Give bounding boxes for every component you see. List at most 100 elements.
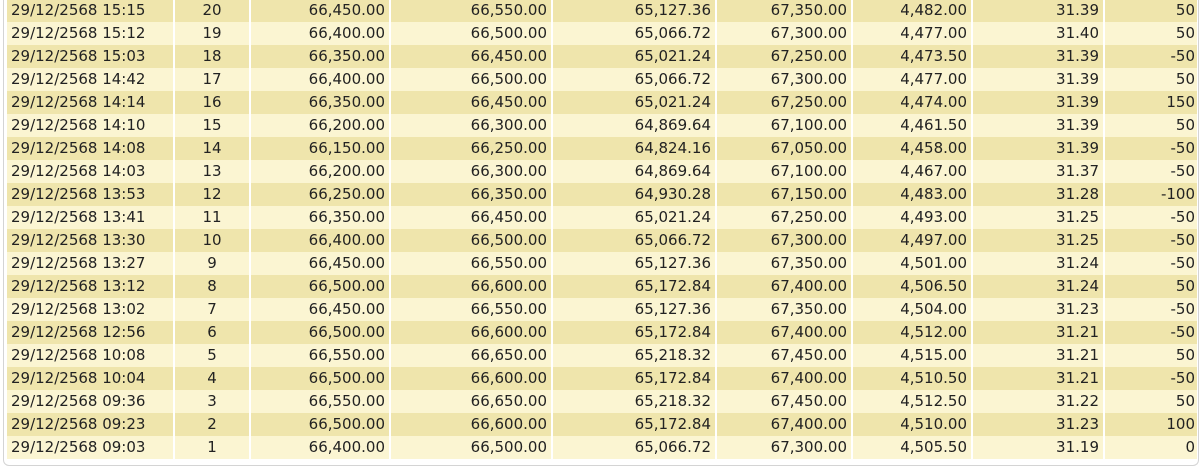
price-cell-3: 65,021.24 <box>553 91 715 114</box>
price-cell-2: 66,500.00 <box>391 229 551 252</box>
rate-cell: 31.19 <box>973 436 1103 459</box>
table-row: 29/12/2568 14:08 14 66,150.00 66,250.00 64,8… <box>7 137 1197 160</box>
price-cell-1: 66,500.00 <box>251 367 389 390</box>
price-cell-1: 66,350.00 <box>251 91 389 114</box>
sequence-cell: 7 <box>175 298 249 321</box>
price-cell-4: 67,100.00 <box>717 114 851 137</box>
price-cell-1: 66,450.00 <box>251 252 389 275</box>
price-cell-1: 66,250.00 <box>251 183 389 206</box>
price-cell-5: 4,512.50 <box>853 390 971 413</box>
price-cell-4: 67,250.00 <box>717 91 851 114</box>
price-cell-2: 66,650.00 <box>391 390 551 413</box>
rate-cell: 31.40 <box>973 22 1103 45</box>
price-cell-2: 66,300.00 <box>391 160 551 183</box>
sequence-cell: 18 <box>175 45 249 68</box>
change-cell: 50 <box>1105 390 1197 413</box>
rate-cell: 31.25 <box>973 206 1103 229</box>
change-cell: 150 <box>1105 91 1197 114</box>
price-cell-3: 64,824.16 <box>553 137 715 160</box>
price-cell-2: 66,500.00 <box>391 22 551 45</box>
datetime-cell: 29/12/2568 14:03 <box>7 160 173 183</box>
price-cell-2: 66,550.00 <box>391 298 551 321</box>
change-cell: -100 <box>1105 183 1197 206</box>
price-cell-1: 66,350.00 <box>251 206 389 229</box>
price-cell-5: 4,506.50 <box>853 275 971 298</box>
rate-cell: 31.24 <box>973 252 1103 275</box>
table-row: 29/12/2568 15:15 20 66,450.00 66,550.00 65,1… <box>7 0 1197 22</box>
table-row: 29/12/2568 12:56 6 66,500.00 66,600.00 65,17… <box>7 321 1197 344</box>
change-cell: -50 <box>1105 321 1197 344</box>
price-cell-1: 66,400.00 <box>251 229 389 252</box>
price-cell-5: 4,461.50 <box>853 114 971 137</box>
sequence-cell: 11 <box>175 206 249 229</box>
price-cell-2: 66,600.00 <box>391 321 551 344</box>
price-cell-2: 66,550.00 <box>391 252 551 275</box>
table-row: 29/12/2568 14:14 16 66,350.00 66,450.00 65,0… <box>7 91 1197 114</box>
price-cell-2: 66,450.00 <box>391 206 551 229</box>
table-row: 29/12/2568 15:03 18 66,350.00 66,450.00 65,0… <box>7 45 1197 68</box>
price-cell-5: 4,493.00 <box>853 206 971 229</box>
price-cell-5: 4,477.00 <box>853 22 971 45</box>
price-cell-5: 4,510.50 <box>853 367 971 390</box>
rate-cell: 31.39 <box>973 137 1103 160</box>
change-cell: -50 <box>1105 229 1197 252</box>
sequence-cell: 9 <box>175 252 249 275</box>
price-cell-1: 66,500.00 <box>251 275 389 298</box>
price-cell-2: 66,600.00 <box>391 275 551 298</box>
change-cell: 50 <box>1105 0 1197 22</box>
price-cell-3: 65,127.36 <box>553 252 715 275</box>
datetime-cell: 29/12/2568 14:14 <box>7 91 173 114</box>
table-row: 29/12/2568 14:10 15 66,200.00 66,300.00 64,8… <box>7 114 1197 137</box>
price-cell-4: 67,250.00 <box>717 45 851 68</box>
price-cell-1: 66,450.00 <box>251 0 389 22</box>
price-cell-1: 66,400.00 <box>251 22 389 45</box>
change-cell: -50 <box>1105 367 1197 390</box>
table-row: 29/12/2568 09:36 3 66,550.00 66,650.00 65,21… <box>7 390 1197 413</box>
price-cell-1: 66,200.00 <box>251 114 389 137</box>
price-cell-2: 66,450.00 <box>391 91 551 114</box>
price-cell-4: 67,150.00 <box>717 183 851 206</box>
price-cell-1: 66,200.00 <box>251 160 389 183</box>
sequence-cell: 13 <box>175 160 249 183</box>
rate-cell: 31.39 <box>973 0 1103 22</box>
change-cell: -50 <box>1105 160 1197 183</box>
price-cell-2: 66,450.00 <box>391 45 551 68</box>
change-cell: 50 <box>1105 114 1197 137</box>
price-cell-4: 67,350.00 <box>717 0 851 22</box>
price-cell-5: 4,510.00 <box>853 413 971 436</box>
datetime-cell: 29/12/2568 13:27 <box>7 252 173 275</box>
change-cell: -50 <box>1105 206 1197 229</box>
price-cell-3: 65,066.72 <box>553 22 715 45</box>
rate-cell: 31.39 <box>973 68 1103 91</box>
price-cell-1: 66,400.00 <box>251 68 389 91</box>
change-cell: 0 <box>1105 436 1197 459</box>
datetime-cell: 29/12/2568 13:53 <box>7 183 173 206</box>
price-cell-4: 67,050.00 <box>717 137 851 160</box>
price-cell-3: 65,127.36 <box>553 0 715 22</box>
rate-cell: 31.21 <box>973 367 1103 390</box>
change-cell: -50 <box>1105 137 1197 160</box>
price-cell-2: 66,650.00 <box>391 344 551 367</box>
price-cell-3: 65,066.72 <box>553 436 715 459</box>
price-cell-5: 4,473.50 <box>853 45 971 68</box>
table-row: 29/12/2568 13:53 12 66,250.00 66,350.00 64,9… <box>7 183 1197 206</box>
price-cell-2: 66,600.00 <box>391 367 551 390</box>
table-row: 29/12/2568 14:42 17 66,400.00 66,500.00 65,0… <box>7 68 1197 91</box>
table-row: 29/12/2568 13:02 7 66,450.00 66,550.00 65,12… <box>7 298 1197 321</box>
price-cell-2: 66,600.00 <box>391 413 551 436</box>
price-cell-3: 64,869.64 <box>553 160 715 183</box>
sequence-cell: 3 <box>175 390 249 413</box>
change-cell: 50 <box>1105 22 1197 45</box>
price-cell-3: 64,930.28 <box>553 183 715 206</box>
sequence-cell: 5 <box>175 344 249 367</box>
datetime-cell: 29/12/2568 15:15 <box>7 0 173 22</box>
sequence-cell: 20 <box>175 0 249 22</box>
datetime-cell: 29/12/2568 09:03 <box>7 436 173 459</box>
sequence-cell: 8 <box>175 275 249 298</box>
price-cell-2: 66,300.00 <box>391 114 551 137</box>
rate-cell: 31.21 <box>973 321 1103 344</box>
datetime-cell: 29/12/2568 15:12 <box>7 22 173 45</box>
datetime-cell: 29/12/2568 09:36 <box>7 390 173 413</box>
datetime-cell: 29/12/2568 14:08 <box>7 137 173 160</box>
sequence-cell: 15 <box>175 114 249 137</box>
